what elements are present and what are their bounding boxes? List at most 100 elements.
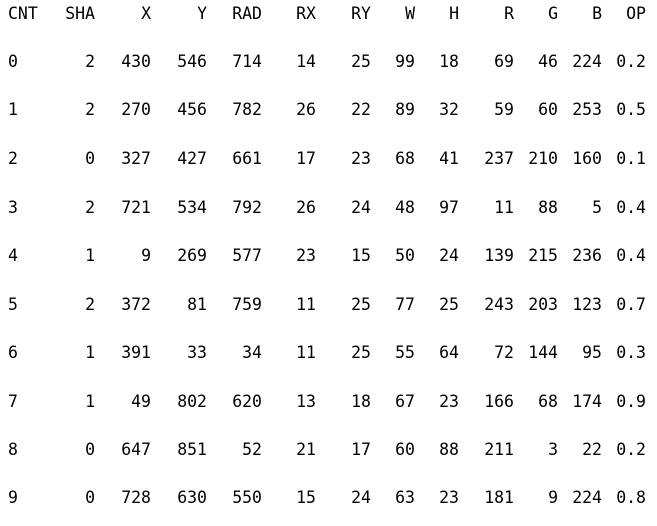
column-header: X — [141, 4, 151, 23]
table-cell: 0.4 — [616, 246, 646, 265]
table-cell: 46 — [538, 52, 558, 71]
table-cell: 55 — [395, 343, 415, 362]
table-cell: 211 — [484, 440, 514, 459]
table-cell: 18 — [439, 52, 459, 71]
table-cell: 327 — [121, 149, 151, 168]
table-cell: 88 — [538, 198, 558, 217]
table-cell: 181 — [484, 488, 514, 507]
table-cell: 0.3 — [616, 343, 646, 362]
column-header: B — [592, 4, 602, 23]
column-header: Y — [197, 4, 207, 23]
table-cell: 68 — [538, 392, 558, 411]
table-cell: 630 — [177, 488, 207, 507]
table-cell: 60 — [538, 100, 558, 119]
table-cell: 17 — [296, 149, 316, 168]
table-cell: 0.8 — [616, 488, 646, 507]
table-cell: 0.2 — [616, 440, 646, 459]
column-header: RAD — [232, 4, 262, 23]
table-cell: 15 — [296, 488, 316, 507]
table-cell: 851 — [177, 440, 207, 459]
table-cell: 2 — [85, 52, 95, 71]
table-cell: 23 — [351, 149, 371, 168]
table-cell: 32 — [439, 100, 459, 119]
table-cell: 18 — [351, 392, 371, 411]
table-cell: 95 — [582, 343, 602, 362]
table-cell: 23 — [439, 392, 459, 411]
table-cell: 0.2 — [616, 52, 646, 71]
table-cell: 15 — [351, 246, 371, 265]
table-cell: 253 — [572, 100, 602, 119]
table-cell: 99 — [395, 52, 415, 71]
table-cell: 34 — [242, 343, 262, 362]
table-cell: 11 — [494, 198, 514, 217]
table-cell: 2 — [8, 149, 18, 168]
column-header: W — [405, 4, 415, 23]
table-cell: 0.5 — [616, 100, 646, 119]
table-cell: 792 — [232, 198, 262, 217]
table-cell: 25 — [351, 343, 371, 362]
table-cell: 21 — [296, 440, 316, 459]
table-cell: 759 — [232, 295, 262, 314]
table-cell: 49 — [131, 392, 151, 411]
table-cell: 224 — [572, 488, 602, 507]
table-cell: 456 — [177, 100, 207, 119]
column-header: SHA — [65, 4, 95, 23]
column-header: RX — [296, 4, 316, 23]
table-row: 2 0 327 427 661 17 23 68 41 237 210 160 … — [0, 146, 657, 172]
table-cell: 22 — [351, 100, 371, 119]
table-cell: 620 — [232, 392, 262, 411]
table-cell: 67 — [395, 392, 415, 411]
table-cell: 9 — [8, 488, 18, 507]
table-cell: 0 — [85, 440, 95, 459]
table-cell: 25 — [351, 52, 371, 71]
table-cell: 14 — [296, 52, 316, 71]
table-cell: 160 — [572, 149, 602, 168]
table-cell: 123 — [572, 295, 602, 314]
table-cell: 11 — [296, 343, 316, 362]
table-row: 5 2 372 81 759 11 25 77 25 243 203 123 0… — [0, 292, 657, 318]
table-cell: 25 — [351, 295, 371, 314]
table-cell: 69 — [494, 52, 514, 71]
table-cell: 26 — [296, 198, 316, 217]
table-cell: 26 — [296, 100, 316, 119]
table-cell: 2 — [85, 198, 95, 217]
table-cell: 13 — [296, 392, 316, 411]
table-cell: 22 — [582, 440, 602, 459]
table-cell: 60 — [395, 440, 415, 459]
table-cell: 89 — [395, 100, 415, 119]
table-header-row: CNT SHA X Y RAD RX RY W H R G B OP — [0, 1, 657, 27]
table-cell: 2 — [85, 100, 95, 119]
table-cell: 224 — [572, 52, 602, 71]
table-cell: 391 — [121, 343, 151, 362]
table-row: 9 0 728 630 550 15 24 63 23 181 9 224 0.… — [0, 485, 657, 511]
table-cell: 48 — [395, 198, 415, 217]
table-cell: 534 — [177, 198, 207, 217]
table-cell: 23 — [296, 246, 316, 265]
table-cell: 243 — [484, 295, 514, 314]
table-cell: 0.4 — [616, 198, 646, 217]
table-cell: 210 — [528, 149, 558, 168]
table-cell: 269 — [177, 246, 207, 265]
table-cell: 236 — [572, 246, 602, 265]
table-cell: 728 — [121, 488, 151, 507]
table-cell: 3 — [8, 198, 18, 217]
table-cell: 52 — [242, 440, 262, 459]
table-cell: 1 — [85, 246, 95, 265]
table-cell: 270 — [121, 100, 151, 119]
table-cell: 4 — [8, 246, 18, 265]
table-cell: 203 — [528, 295, 558, 314]
table-row: 3 2 721 534 792 26 24 48 97 11 88 5 0.4 — [0, 195, 657, 221]
table-cell: 2 — [85, 295, 95, 314]
table-cell: 24 — [351, 198, 371, 217]
table-cell: 647 — [121, 440, 151, 459]
table-cell: 372 — [121, 295, 151, 314]
table-row: 0 2 430 546 714 14 25 99 18 69 46 224 0.… — [0, 49, 657, 75]
table-cell: 1 — [85, 343, 95, 362]
table-cell: 33 — [187, 343, 207, 362]
table-cell: 166 — [484, 392, 514, 411]
table-cell: 215 — [528, 246, 558, 265]
table-row: 7 1 49 802 620 13 18 67 23 166 68 174 0.… — [0, 389, 657, 415]
column-header: RY — [351, 4, 371, 23]
table-cell: 41 — [439, 149, 459, 168]
column-header: H — [449, 4, 459, 23]
